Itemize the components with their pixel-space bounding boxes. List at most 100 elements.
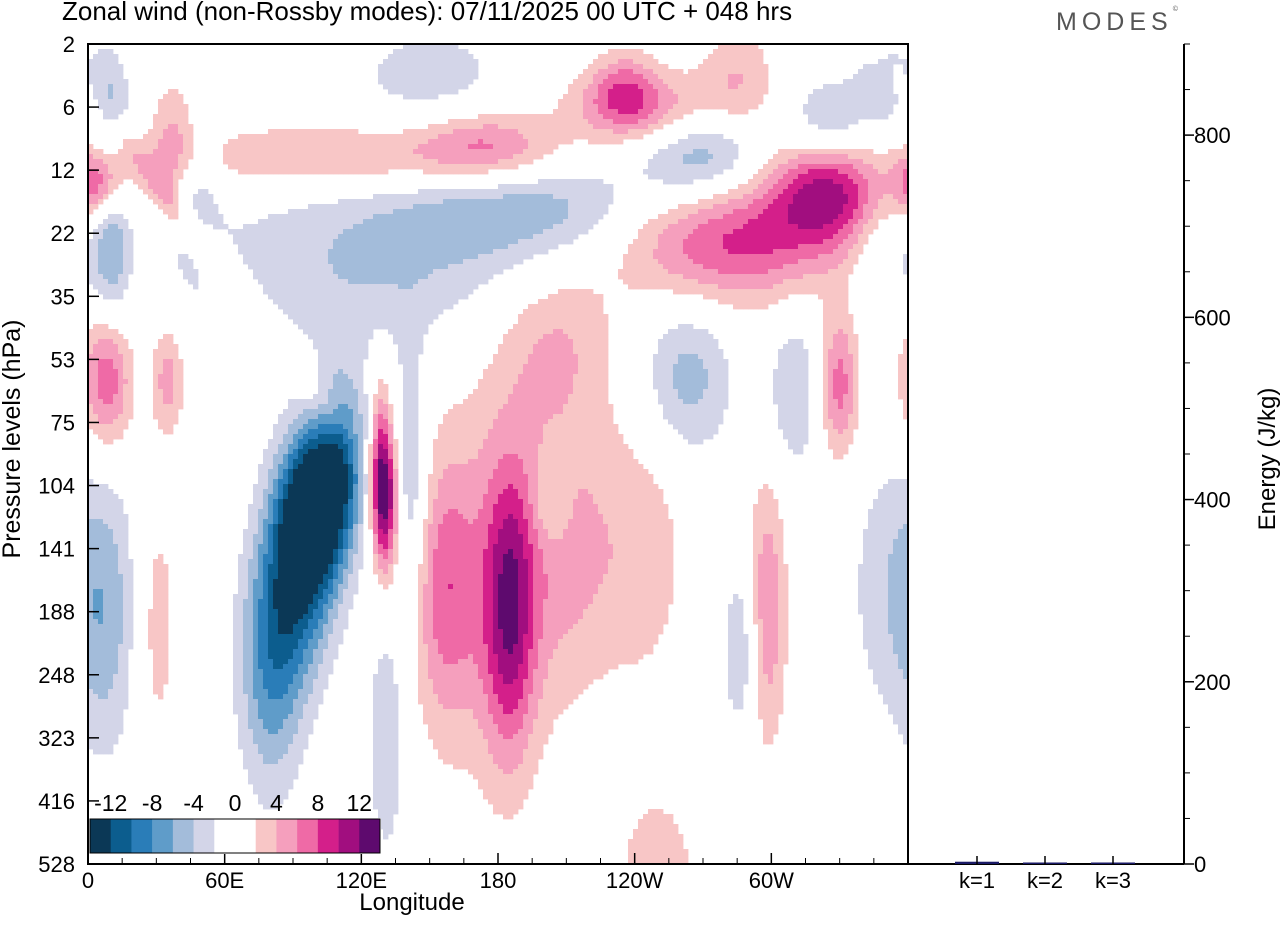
heatmap-cell <box>523 214 529 220</box>
heatmap-cell <box>683 289 689 295</box>
heatmap-cell <box>618 94 624 100</box>
heatmap-cell <box>548 209 554 215</box>
heatmap-cell <box>113 239 119 245</box>
heatmap-cell <box>413 259 419 265</box>
heatmap-cell <box>428 239 434 245</box>
heatmap-cell <box>803 214 809 220</box>
heatmap-cell <box>498 199 504 205</box>
heatmap-cell <box>338 254 344 260</box>
heatmap-cell <box>88 209 94 215</box>
heatmap-cell <box>683 139 689 145</box>
heatmap-cell <box>728 269 734 275</box>
heatmap-cell <box>813 259 819 265</box>
heatmap-cell <box>733 64 739 70</box>
heatmap-cell <box>743 109 749 115</box>
heatmap-cell <box>633 59 639 65</box>
heatmap-cell <box>448 234 454 240</box>
heatmap-cell <box>728 244 734 250</box>
heatmap-cell <box>713 84 719 90</box>
heatmap-cell <box>413 49 419 55</box>
heatmap-cell <box>753 179 759 185</box>
heatmap-cell <box>178 104 184 110</box>
heatmap-cell <box>873 194 879 200</box>
heatmap-cell <box>283 164 289 170</box>
heatmap-cell <box>628 74 634 80</box>
heatmap-cell <box>573 89 579 95</box>
heatmap-cell <box>228 164 234 170</box>
heatmap-cell <box>773 219 779 225</box>
heatmap-cell <box>633 114 639 120</box>
heatmap-cell <box>828 219 834 225</box>
heatmap-cell <box>838 264 844 270</box>
heatmap-cell <box>698 104 704 110</box>
heatmap-cell <box>458 294 464 300</box>
heatmap-cell <box>368 259 374 265</box>
heatmap-cell <box>658 169 664 175</box>
heatmap-cell <box>448 229 454 235</box>
heatmap-cell <box>768 269 774 275</box>
heatmap-cell <box>108 54 114 60</box>
heatmap-cell <box>788 174 794 180</box>
heatmap-cell <box>488 124 494 130</box>
heatmap-cell <box>553 304 559 310</box>
heatmap-cell <box>878 59 884 65</box>
heatmap-cell <box>503 224 509 230</box>
heatmap-cell <box>638 59 644 65</box>
heatmap-cell <box>473 149 479 155</box>
heatmap-cell <box>883 159 889 165</box>
heatmap-cell <box>353 289 359 295</box>
heatmap-cell <box>773 299 779 305</box>
heatmap-cell <box>348 244 354 250</box>
heatmap-cell <box>648 244 654 250</box>
heatmap-cell <box>823 154 829 160</box>
heatmap-cell <box>343 269 349 275</box>
heatmap-cell <box>838 169 844 175</box>
heatmap-cell <box>393 89 399 95</box>
heatmap-cell <box>718 294 724 300</box>
heatmap-cell <box>178 119 184 125</box>
heatmap-cell <box>158 179 164 185</box>
heatmap-cell <box>408 319 414 325</box>
heatmap-cell <box>343 209 349 215</box>
heatmap-cell <box>128 249 134 255</box>
heatmap-cell <box>388 269 394 275</box>
heatmap-cell <box>688 284 694 290</box>
heatmap-cell <box>698 79 704 85</box>
heatmap-cell <box>558 179 564 185</box>
heatmap-cell <box>273 159 279 165</box>
heatmap-cell <box>853 199 859 205</box>
heatmap-cell <box>743 244 749 250</box>
heatmap-cell <box>353 264 359 270</box>
heatmap-cell <box>123 219 129 225</box>
heatmap-cell <box>128 154 134 160</box>
heatmap-cell <box>903 59 909 65</box>
heatmap-cell <box>428 54 434 60</box>
heatmap-cell <box>843 294 849 300</box>
heatmap-cell <box>418 59 424 65</box>
heatmap-cell <box>168 94 174 100</box>
heatmap-cell <box>803 254 809 260</box>
heatmap-cell <box>583 184 589 190</box>
heatmap-cell <box>278 129 284 135</box>
heatmap-cell <box>848 209 854 215</box>
heatmap-cell <box>468 274 474 280</box>
heatmap-cell <box>743 194 749 200</box>
heatmap-cell <box>718 74 724 80</box>
heatmap-cell <box>538 314 544 320</box>
heatmap-cell <box>508 134 514 140</box>
heatmap-cell <box>88 194 94 200</box>
heatmap-cell <box>743 189 749 195</box>
heatmap-cell <box>748 74 754 80</box>
heatmap-cell <box>358 219 364 225</box>
heatmap-cell <box>608 184 614 190</box>
heatmap-cell <box>178 259 184 265</box>
heatmap-cell <box>238 234 244 240</box>
heatmap-cell <box>828 299 834 305</box>
heatmap-cell <box>648 89 654 95</box>
heatmap-cell <box>253 149 259 155</box>
heatmap-cell <box>353 159 359 165</box>
heatmap-cell <box>388 279 394 285</box>
heatmap-cell <box>813 264 819 270</box>
heatmap-cell <box>523 254 529 260</box>
heatmap-cell <box>748 104 754 110</box>
